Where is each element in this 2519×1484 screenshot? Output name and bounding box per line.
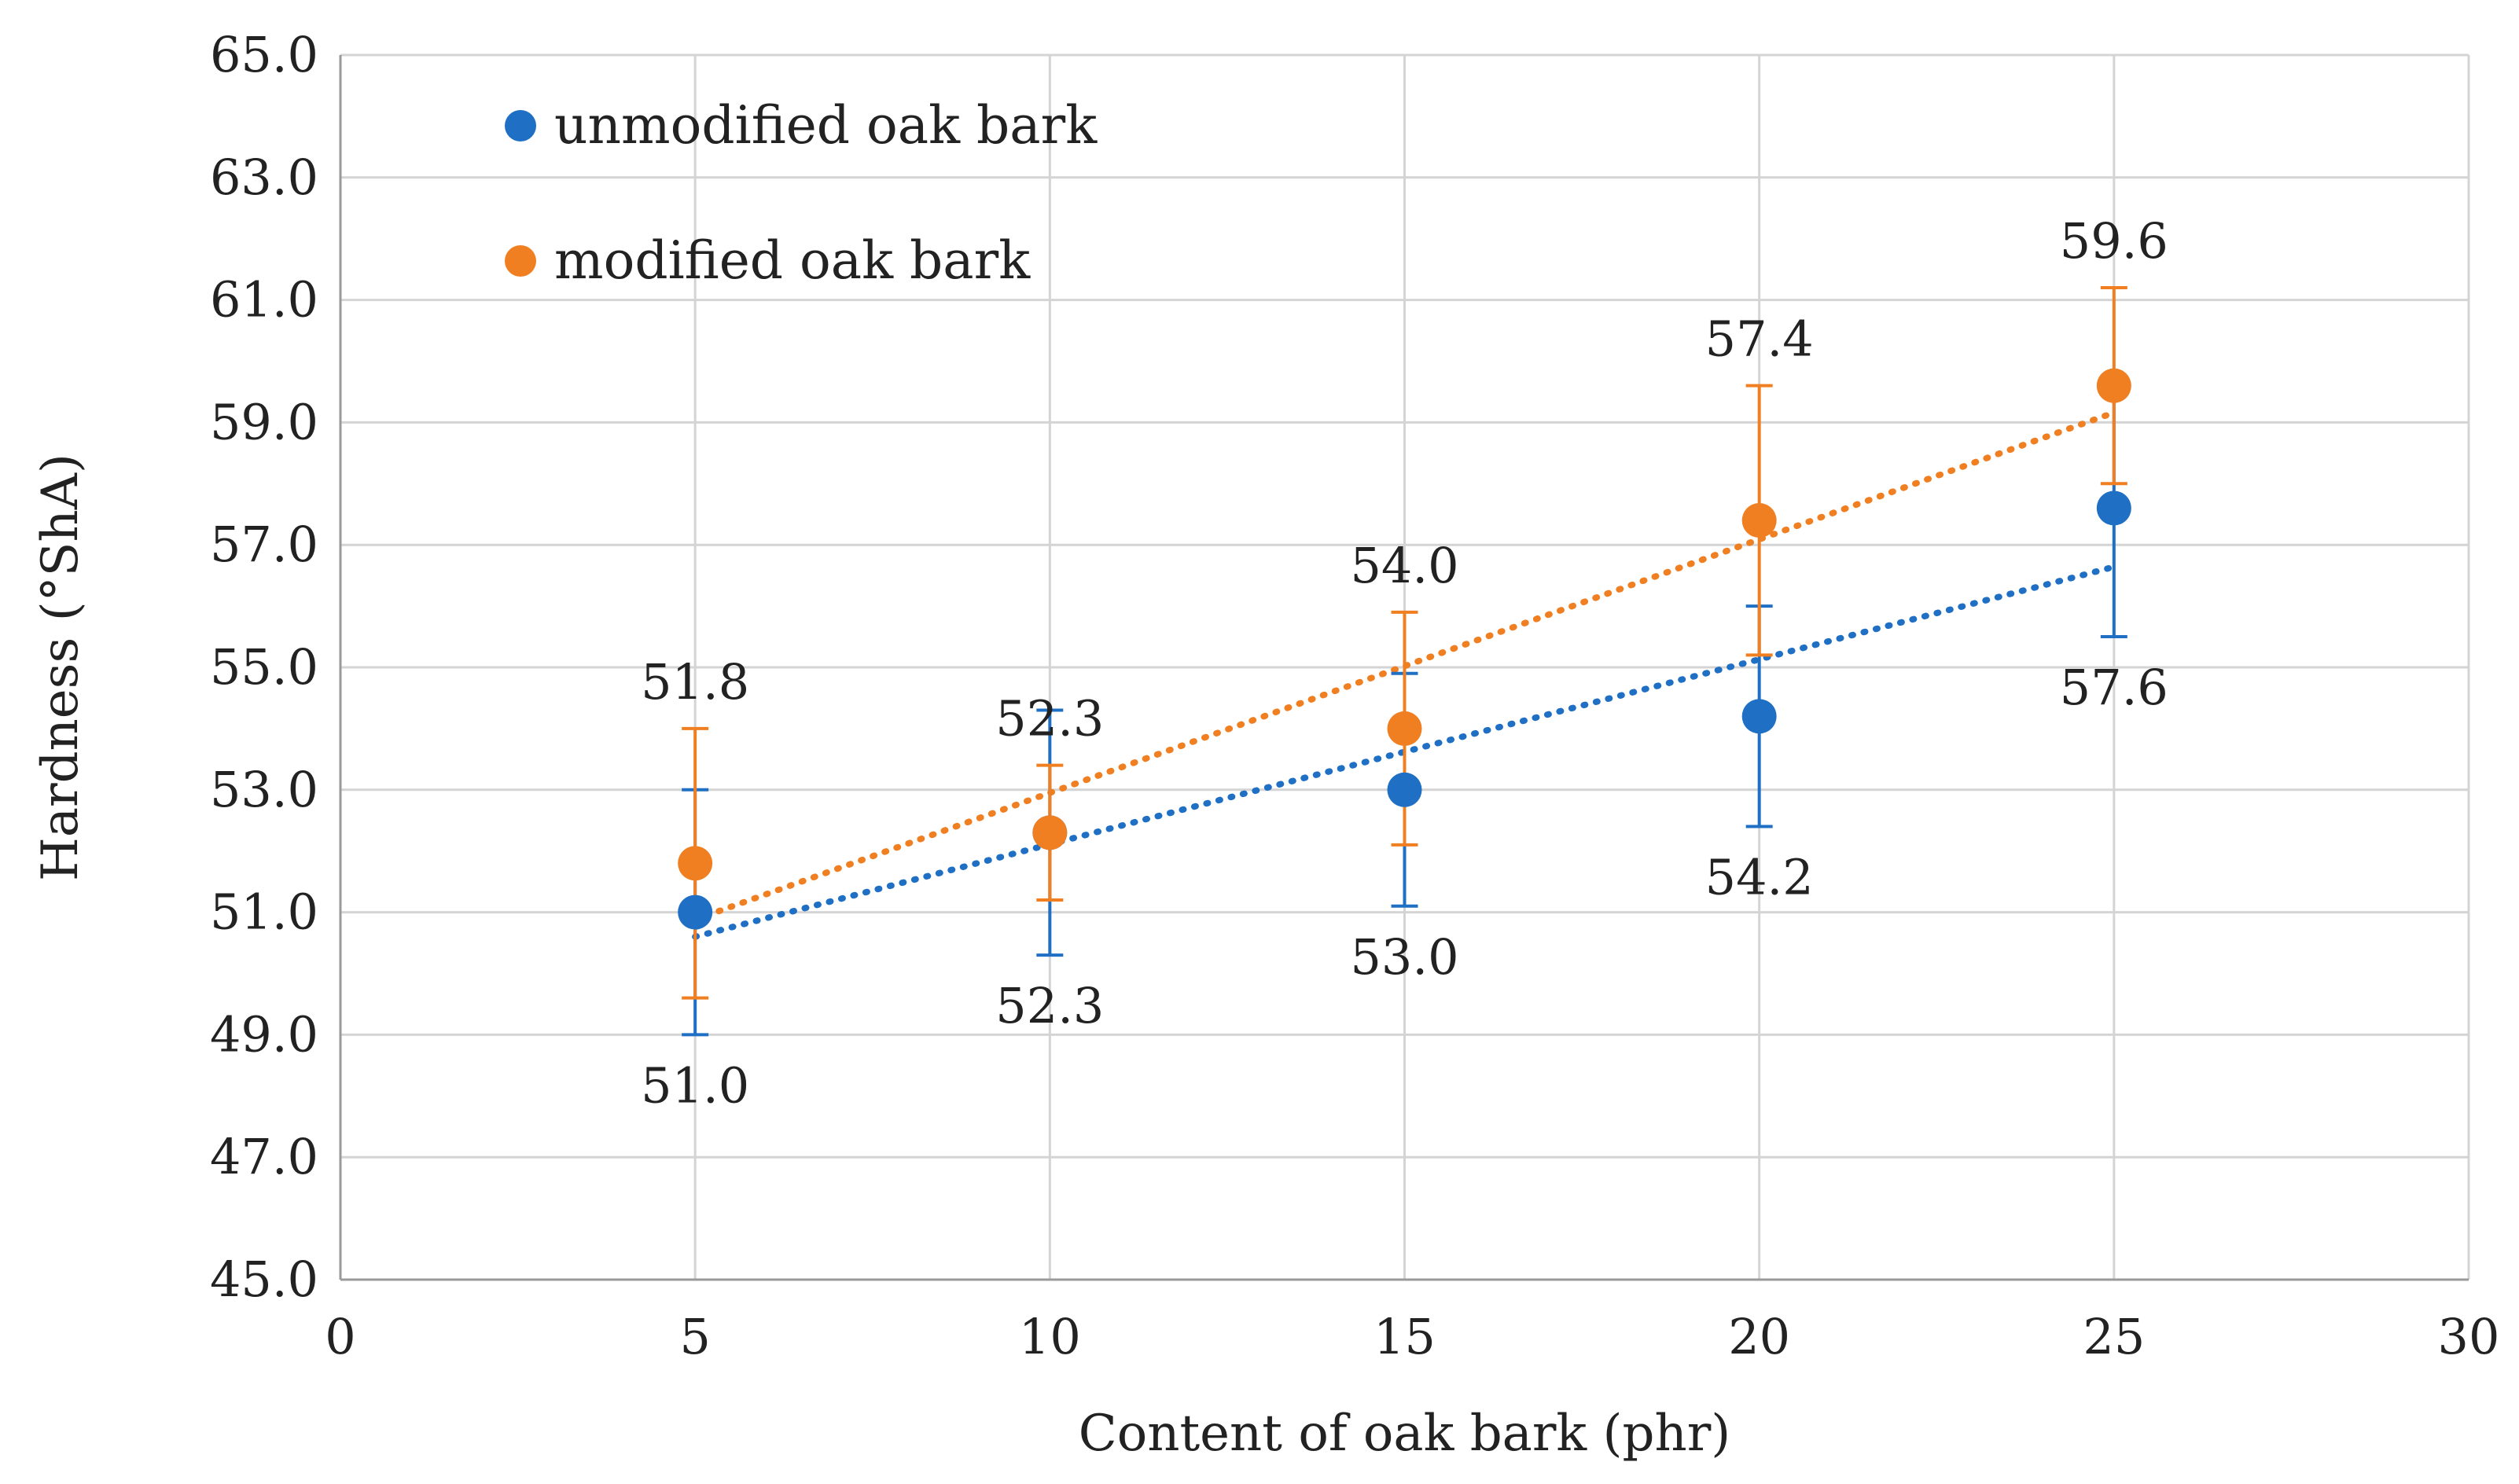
x-tick-label: 30 [2438, 1308, 2500, 1365]
data-label-series-1: 57.4 [1705, 310, 1814, 368]
y-tick-label: 49.0 [210, 1005, 318, 1063]
legend-marker-series-0 [505, 110, 536, 141]
x-tick-label: 0 [325, 1308, 355, 1365]
data-point-series-1 [1741, 503, 1777, 538]
data-label-series-1: 59.6 [2060, 212, 2168, 270]
y-tick-label: 51.0 [210, 883, 318, 941]
y-tick-label: 63.0 [210, 149, 318, 206]
data-point-series-0 [2096, 490, 2131, 526]
y-tick-label: 65.0 [210, 26, 318, 83]
data-label-series-0: 54.2 [1705, 849, 1814, 906]
y-axis-title: Hardness (°ShA) [31, 454, 90, 881]
data-label-series-1: 54.0 [1350, 537, 1458, 594]
legend[interactable]: unmodified oak bark modified oak bark [505, 95, 1098, 291]
y-tick-label: 45.0 [210, 1251, 318, 1308]
x-tick-label: 5 [679, 1308, 710, 1365]
x-axis-title: Content of oak bark (phr) [1079, 1405, 1731, 1463]
data-label-series-0: 51.0 [641, 1056, 749, 1114]
axes [339, 55, 2469, 1281]
data-point-series-1 [2096, 368, 2131, 403]
data-point-series-0 [1387, 772, 1422, 807]
data-labels: 51.0 52.3 53.0 54.2 57.6 51.8 52.3 54.0 57.4 59.6 [641, 212, 2168, 1114]
data-label-series-0: 57.6 [2060, 659, 2168, 716]
y-tick-label: 59.0 [210, 393, 318, 450]
tick-labels: 45.0 47.0 49.0 51.0 53.0 55.0 57.0 59.0 61.0 63.0… [210, 26, 2500, 1365]
y-tick-label: 47.0 [210, 1128, 318, 1185]
legend-label-series-1: modified oak bark [554, 230, 1031, 291]
data-point-series-1 [1387, 711, 1422, 746]
x-tick-label: 15 [1373, 1308, 1436, 1365]
data-label-series-0: 53.0 [1350, 928, 1458, 986]
x-tick-label: 25 [2083, 1308, 2145, 1365]
data-point-series-1 [1032, 815, 1068, 850]
legend-label-series-0: unmodified oak bark [554, 95, 1098, 156]
y-tick-label: 53.0 [210, 761, 318, 818]
legend-marker-series-1 [505, 245, 536, 277]
x-tick-label: 20 [1728, 1308, 1790, 1365]
x-tick-label: 10 [1019, 1308, 1081, 1365]
data-point-series-0 [678, 894, 713, 930]
data-label-series-0: 52.3 [995, 977, 1104, 1034]
y-tick-label: 61.0 [210, 271, 318, 329]
data-point-series-1 [678, 846, 713, 881]
data-label-series-1: 51.8 [641, 653, 749, 711]
data-point-series-0 [1741, 699, 1777, 734]
data-points [678, 368, 2131, 930]
y-tick-label: 57.0 [210, 516, 318, 573]
data-label-series-1: 52.3 [995, 690, 1104, 748]
y-tick-label: 55.0 [210, 638, 318, 696]
